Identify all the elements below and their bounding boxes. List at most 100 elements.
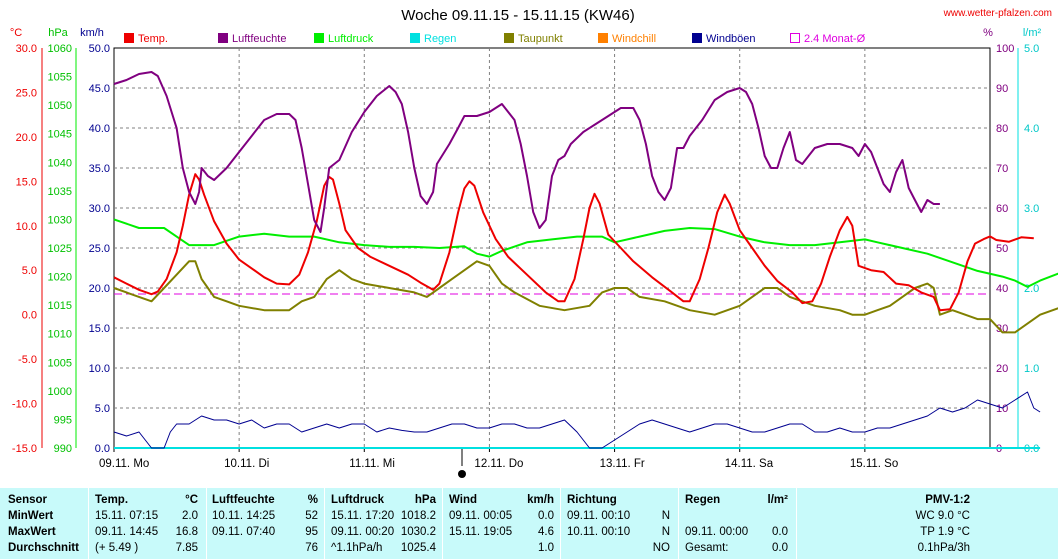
series-line-taupunkt: [113, 260, 1058, 334]
header-direction: Richtung: [567, 494, 617, 506]
legend-swatch: [314, 33, 324, 43]
legend: Temp. Luftfeuchte Luftdruck Regen Taupunkt Wi…: [124, 33, 866, 45]
column-divider: [324, 488, 325, 559]
header-rain: Regen: [685, 494, 721, 506]
max-temp-value: 16.8: [175, 526, 198, 538]
column-divider: [678, 488, 679, 559]
temp-tick-label: 15.0: [16, 176, 37, 188]
series-line-temp: [113, 173, 1034, 312]
pressure-tick-label: 990: [54, 443, 72, 455]
pressure-tick-label: 1025: [48, 243, 72, 255]
temp-tick-label: 10.0: [16, 221, 37, 233]
legend-label: Luftdruck: [328, 33, 374, 45]
column-divider: [560, 488, 561, 559]
row-label-max: MaxWert: [8, 526, 56, 538]
legend-label: Windböen: [706, 33, 756, 45]
pressure-tick-label: 995: [54, 414, 72, 426]
header-humidity-unit: %: [307, 494, 318, 506]
pressure-tick-label: 1060: [48, 43, 72, 55]
x-tick-label: 14.11. Sa: [725, 458, 774, 470]
max-humidity-value: 95: [305, 526, 318, 538]
wind-tick-label: 45.0: [89, 83, 110, 95]
moon-phase-icon: [458, 470, 466, 478]
min-wind-time: 09.11. 00:05: [449, 510, 513, 522]
header-temp-unit: °C: [185, 494, 198, 506]
humidity-tick-label: 80: [996, 123, 1008, 135]
pressure-tick-label: 1030: [48, 214, 72, 226]
legend-swatch: [504, 33, 514, 43]
wind-tick-label: 40.0: [89, 123, 110, 135]
humidity-tick-label: 70: [996, 163, 1008, 175]
chart-title: Woche 09.11.15 - 15.11.15 (KW46): [401, 7, 634, 24]
header-wind-unit: km/h: [527, 494, 554, 506]
pressure-tick-label: 1005: [48, 357, 72, 369]
header-pressure-unit: hPa: [414, 494, 436, 506]
max-rain-time: 09.11. 00:00: [685, 526, 749, 538]
pressure-tick-label: 1000: [48, 386, 72, 398]
x-tick-label: 10.11. Di: [224, 458, 269, 470]
x-tick-label: 13.11. Fr: [600, 458, 645, 470]
series-line-luftfeuchte: [113, 71, 940, 233]
temp-tick-label: -15.0: [12, 443, 37, 455]
rain-tick-label: 4.0: [1024, 123, 1039, 135]
pressure-tick-label: 1020: [48, 272, 72, 284]
max-wind-time: 15.11. 19:05: [449, 526, 513, 538]
wind-tick-label: 20.0: [89, 283, 110, 295]
wind-tick-label: 30.0: [89, 203, 110, 215]
column-divider: [442, 488, 443, 559]
x-tick-label: 15.11. So: [850, 458, 898, 470]
wind-tick-label: 5.0: [95, 403, 110, 415]
row-label-min: MinWert: [8, 510, 54, 522]
header-pressure: Luftdruck: [331, 494, 385, 506]
temp-tick-label: -10.0: [12, 399, 37, 411]
max-wind-value: 4.6: [538, 526, 554, 538]
avg-temp-value: 7.85: [175, 542, 198, 554]
pmv-windchill: WC 9.0 °C: [915, 510, 970, 522]
max-direction-value: N: [661, 526, 670, 538]
min-temp-time: 15.11. 07:15: [95, 510, 159, 522]
rain-total-label: Gesamt:: [685, 542, 729, 554]
source-link[interactable]: www.wetter-pfalzen.com: [943, 8, 1052, 19]
min-temp-value: 2.0: [182, 510, 198, 522]
pressure-tick-label: 1010: [48, 329, 72, 341]
pressure-tick-label: 1050: [48, 100, 72, 112]
wind-tick-label: 35.0: [89, 163, 110, 175]
legend-label: Windchill: [612, 33, 656, 45]
avg-wind-value: 1.0: [538, 542, 554, 554]
header-humidity: Luftfeuchte: [212, 494, 275, 506]
wind-tick-label: 25.0: [89, 243, 110, 255]
humidity-tick-label: 40: [996, 283, 1008, 295]
max-pressure-value: 1030.2: [400, 526, 436, 538]
pressure-unit-label: hPa: [48, 27, 68, 39]
min-pressure-value: 1018.2: [400, 510, 436, 522]
min-wind-value: 0.0: [538, 510, 554, 522]
grid: [113, 47, 991, 449]
temp-tick-label: 5.0: [22, 265, 37, 277]
temp-tick-label: 30.0: [16, 43, 37, 55]
header-sensor: Sensor: [8, 494, 47, 506]
temp-tick-label: 0.0: [22, 310, 37, 322]
legend-swatch: [598, 33, 608, 43]
pmv-dewpoint: TP 1.9 °C: [920, 526, 970, 538]
wind-unit-label: km/h: [80, 27, 104, 39]
humidity-tick-label: 60: [996, 203, 1008, 215]
max-pressure-time: 09.11. 00:20: [331, 526, 395, 538]
temp-tick-label: 25.0: [16, 87, 37, 99]
min-humidity-time: 10.11. 14:25: [212, 510, 276, 522]
header-pmv: PMV-1:2: [925, 494, 970, 506]
header-rain-unit: l/m²: [767, 494, 788, 506]
rain-tick-label: 3.0: [1024, 203, 1039, 215]
header-temp: Temp.: [95, 494, 129, 506]
rain-tick-label: 1.0: [1024, 363, 1039, 375]
temp-unit-label: °C: [10, 27, 22, 39]
temp-tick-label: 20.0: [16, 132, 37, 144]
statistics-table: Sensor Temp. °C Luftfeuchte % Luftdruck …: [0, 488, 1058, 559]
pressure-tick-label: 1040: [48, 157, 72, 169]
humidity-tick-label: 100: [996, 43, 1014, 55]
max-humidity-time: 09.11. 07:40: [212, 526, 276, 538]
pressure-tick-label: 1045: [48, 129, 72, 141]
legend-swatch: [790, 33, 800, 43]
wind-tick-label: 50.0: [89, 43, 110, 55]
left-axes: 30.0 25.0 20.0 15.0 10.0 5.0 0.0 -5.0 -10.0 -15.0…: [12, 43, 110, 455]
legend-swatch: [124, 33, 134, 43]
